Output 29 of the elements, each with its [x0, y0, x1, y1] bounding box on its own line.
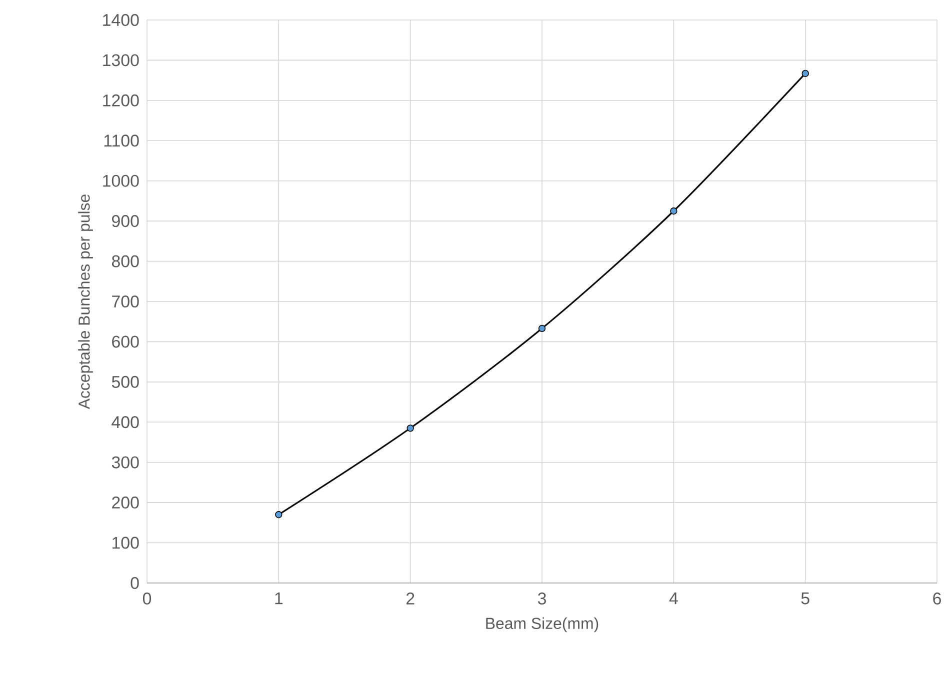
- y-tick-label: 0: [130, 576, 139, 589]
- y-tick-label: 300: [112, 456, 139, 468]
- x-tick-label: 5: [801, 592, 810, 604]
- x-tick-label: 3: [538, 592, 546, 605]
- x-tick-label: 6: [933, 592, 941, 605]
- y-axis-title: Acceptable Bunches per pulse: [78, 194, 93, 410]
- y-tick-label: 1000: [103, 174, 139, 187]
- x-axis-title: Beam Size(mm): [486, 617, 598, 632]
- point: [538, 324, 546, 332]
- point: [802, 70, 809, 78]
- x-tick-label: 2: [406, 592, 414, 604]
- y-tick-label: 600: [112, 336, 139, 348]
- y-tick-label: 700: [112, 295, 139, 308]
- x-tick-label: 0: [142, 592, 152, 605]
- y-tick-label: 200: [112, 496, 139, 509]
- point: [670, 207, 678, 215]
- y-tick-label: 1100: [104, 134, 139, 147]
- y-tick-label: 800: [112, 255, 139, 268]
- point: [275, 511, 282, 518]
- x-tick-label: 1: [275, 592, 283, 604]
- point: [406, 424, 414, 432]
- y-tick-label: 500: [112, 376, 139, 388]
- y-tick-label: 900: [112, 215, 139, 228]
- y-tick-label: 1300: [103, 54, 139, 66]
- y-tick-label: 100: [112, 536, 139, 549]
- y-tick-label: 400: [112, 416, 139, 428]
- y-tick-label: 1400: [103, 14, 139, 26]
- y-tick-label: 1200: [103, 94, 139, 106]
- x-tick-label: 4: [669, 592, 678, 604]
